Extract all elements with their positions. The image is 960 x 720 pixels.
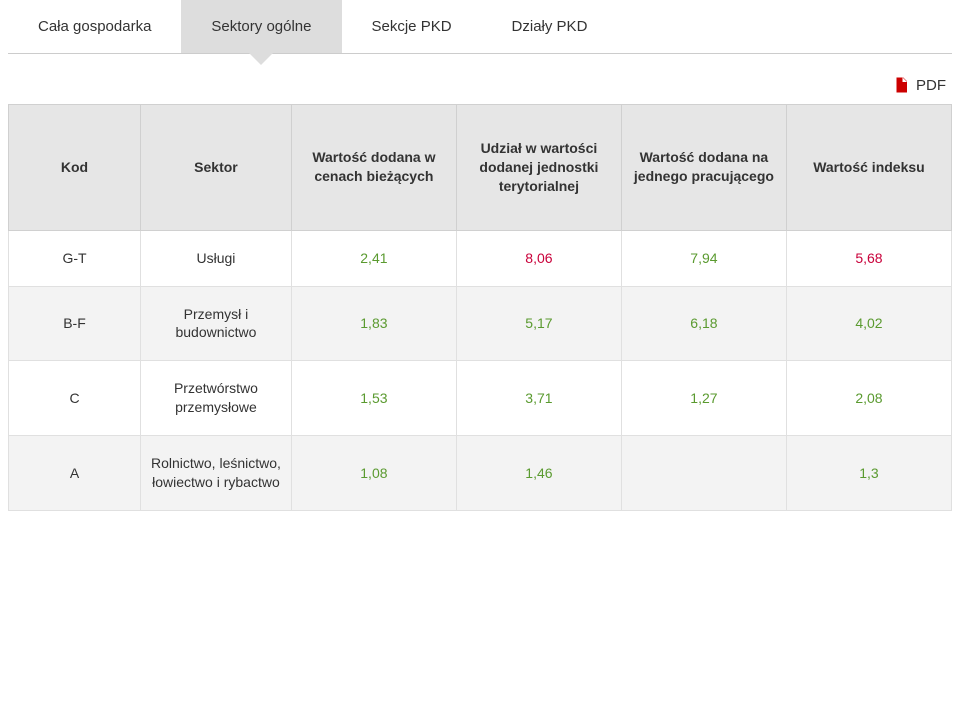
- cell-value: [621, 436, 786, 511]
- tab-dzialy-pkd[interactable]: Działy PKD: [482, 0, 618, 53]
- cell-code: G-T: [9, 230, 141, 286]
- cell-value: 6,18: [621, 286, 786, 361]
- cell-code: C: [9, 361, 141, 436]
- cell-value: 1,3: [786, 436, 951, 511]
- cell-value: 2,41: [291, 230, 456, 286]
- table-row: A Rolnictwo, leśnictwo, łowiectwo i ryba…: [9, 436, 952, 511]
- col-header-udzial[interactable]: Udział w wartości dodanej jednostki tery…: [456, 105, 621, 231]
- table-row: G-T Usługi 2,41 8,06 7,94 5,68: [9, 230, 952, 286]
- cell-value: 8,06: [456, 230, 621, 286]
- data-table: Kod Sektor Wartość dodana w cenach bieżą…: [8, 104, 952, 511]
- col-header-kod[interactable]: Kod: [9, 105, 141, 231]
- cell-value: 1,83: [291, 286, 456, 361]
- cell-value: 1,27: [621, 361, 786, 436]
- cell-value: 2,08: [786, 361, 951, 436]
- col-header-sektor[interactable]: Sektor: [141, 105, 292, 231]
- cell-code: B-F: [9, 286, 141, 361]
- cell-sector: Przetwórstwo przemysłowe: [141, 361, 292, 436]
- cell-value: 1,53: [291, 361, 456, 436]
- tab-cala-gospodarka[interactable]: Cała gospodarka: [8, 0, 181, 53]
- tab-sektory-ogolne[interactable]: Sektory ogólne: [181, 0, 341, 53]
- cell-sector: Przemysł i budownictwo: [141, 286, 292, 361]
- cell-value: 3,71: [456, 361, 621, 436]
- tabs-bar: Cała gospodarka Sektory ogólne Sekcje PK…: [8, 0, 952, 54]
- col-header-wartosc-dodana-ceny[interactable]: Wartość dodana w cenach bieżących: [291, 105, 456, 231]
- cell-value: 1,46: [456, 436, 621, 511]
- table-row: C Przetwórstwo przemysłowe 1,53 3,71 1,2…: [9, 361, 952, 436]
- cell-code: A: [9, 436, 141, 511]
- pdf-icon: [892, 76, 910, 94]
- cell-value: 4,02: [786, 286, 951, 361]
- cell-value: 1,08: [291, 436, 456, 511]
- pdf-export-link[interactable]: PDF: [892, 76, 946, 94]
- tab-sekcje-pkd[interactable]: Sekcje PKD: [342, 0, 482, 53]
- col-header-wartosc-indeksu[interactable]: Wartość indeksu: [786, 105, 951, 231]
- toolbar: PDF: [8, 54, 952, 104]
- cell-value: 5,17: [456, 286, 621, 361]
- pdf-label: PDF: [916, 77, 946, 94]
- cell-sector: Rolnictwo, leśnictwo, łowiectwo i rybact…: [141, 436, 292, 511]
- cell-value: 5,68: [786, 230, 951, 286]
- table-body: G-T Usługi 2,41 8,06 7,94 5,68 B-F Przem…: [9, 230, 952, 510]
- table-row: B-F Przemysł i budownictwo 1,83 5,17 6,1…: [9, 286, 952, 361]
- col-header-wartosc-na-pracujacego[interactable]: Wartość dodana na jednego pracującego: [621, 105, 786, 231]
- cell-value: 7,94: [621, 230, 786, 286]
- cell-sector: Usługi: [141, 230, 292, 286]
- table-header-row: Kod Sektor Wartość dodana w cenach bieżą…: [9, 105, 952, 231]
